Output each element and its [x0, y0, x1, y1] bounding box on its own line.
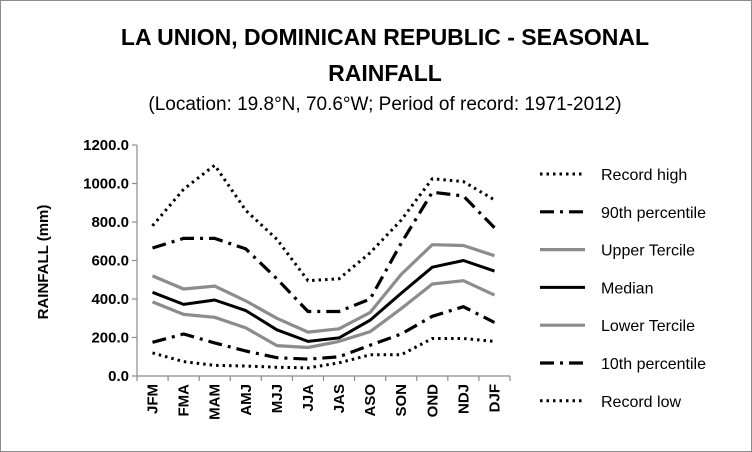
legend: Record high 90th percentile Upper Tercile M… [540, 167, 706, 411]
series-line-lower-tercile [151, 279, 496, 350]
legend-label: 10th percentile [601, 356, 706, 373]
x-tick-label: JJA [300, 384, 317, 412]
y-tick-label: 400.0 [91, 291, 129, 308]
x-tick-label: FMA [176, 384, 193, 417]
y-tick-label: 1200.0 [83, 137, 129, 154]
chart-subtitle: (Location: 19.8°N, 70.6°W; Period of rec… [148, 94, 621, 115]
x-tick-label: OND [424, 384, 441, 418]
chart-title-line1: LA UNION, DOMINICAN REPUBLIC - SEASONAL [121, 24, 649, 50]
legend-label: Lower Tercile [601, 318, 695, 335]
y-tick-label: 600.0 [91, 253, 129, 270]
x-tick-label: JFM [145, 384, 162, 414]
y-axis-label: RAINFALL (mm) [35, 205, 52, 320]
x-tick-label: MAM [207, 384, 224, 420]
legend-label: Median [601, 280, 653, 297]
legend-label: 90th percentile [601, 205, 706, 222]
series-line-90th-percentile [152, 190, 496, 314]
legend-label: Upper Tercile [601, 243, 695, 260]
x-tick-label: AMJ [238, 384, 255, 416]
series-lines [151, 163, 496, 370]
x-tick-label: DJF [486, 384, 503, 412]
axes [132, 144, 511, 381]
legend-label: Record low [601, 394, 681, 411]
x-tick-label: ASO [362, 384, 379, 417]
y-tick-label: 1000.0 [83, 176, 129, 193]
chart-title-line2: RAINFALL [328, 60, 442, 86]
y-tick-labels: 0.0 200.0 400.0 600.0 800.0 1000.0 1200.0 [83, 137, 129, 385]
series-line-median [151, 259, 495, 343]
series-line-10th-percentile [152, 305, 496, 361]
y-tick-label: 200.0 [91, 330, 129, 347]
x-tick-label: SON [393, 384, 410, 417]
y-tick-label: 0.0 [108, 368, 129, 385]
x-tick-label: MJJ [269, 384, 286, 413]
x-tick-label: NDJ [455, 384, 472, 414]
legend-label: Record high [601, 167, 687, 184]
series-line-upper-tercile [151, 243, 495, 334]
series-line-record-high [151, 163, 496, 283]
x-tick-labels: JFM FMA MAM AMJ MJJ JJA JAS ASO SON OND NDJ DJF [145, 384, 504, 420]
y-tick-label: 800.0 [91, 214, 129, 231]
x-tick-label: JAS [331, 384, 348, 413]
